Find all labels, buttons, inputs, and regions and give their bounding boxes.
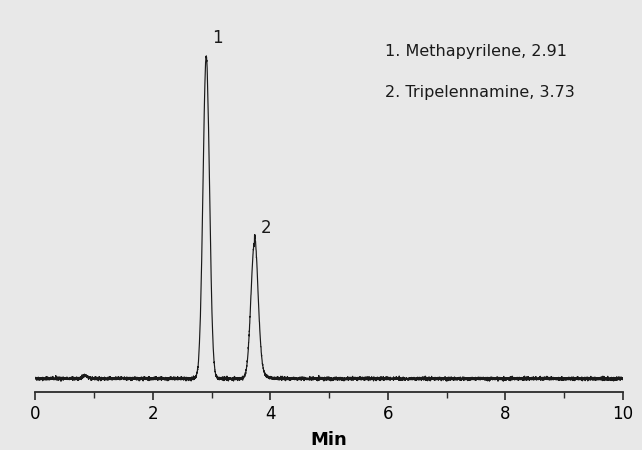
Text: 2: 2: [260, 219, 271, 237]
X-axis label: Min: Min: [311, 431, 347, 449]
Text: 1. Methapyrilene, 2.91: 1. Methapyrilene, 2.91: [385, 44, 567, 59]
Text: 2. Tripelennamine, 3.73: 2. Tripelennamine, 3.73: [385, 85, 575, 100]
Text: 1: 1: [212, 29, 223, 47]
